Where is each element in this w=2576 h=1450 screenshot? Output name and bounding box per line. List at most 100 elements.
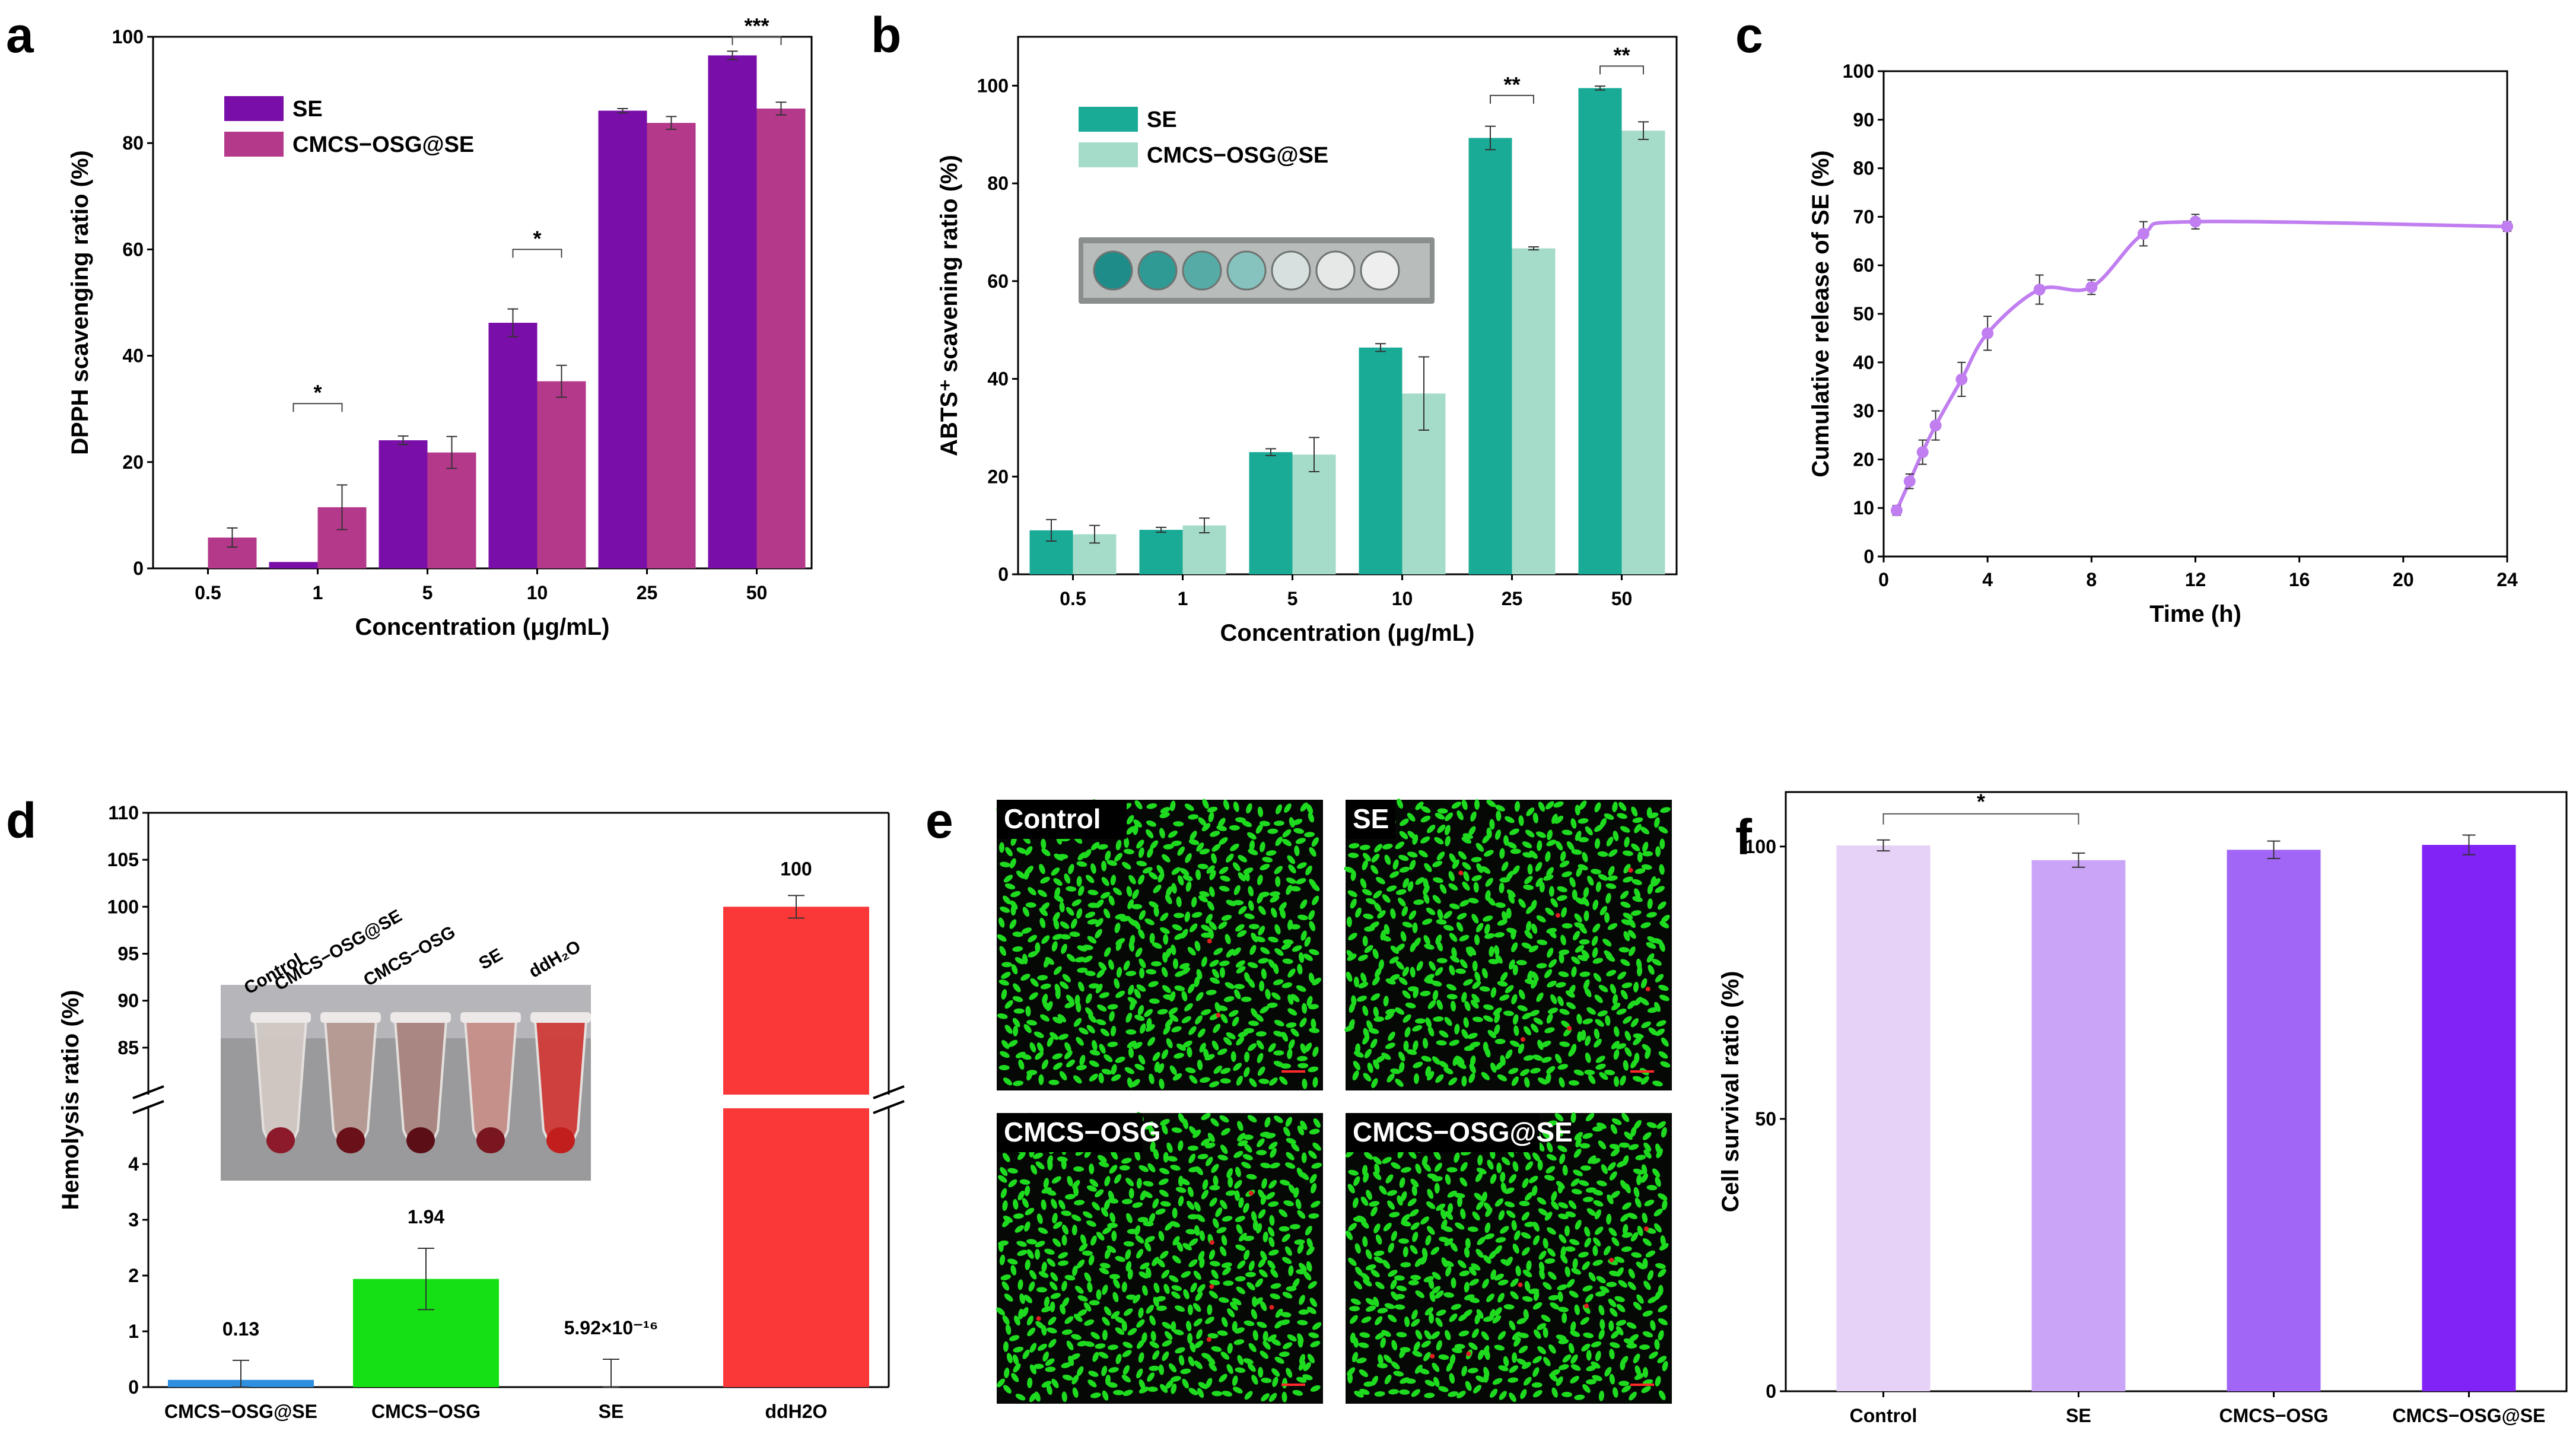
panel-label-f: f bbox=[1735, 809, 1753, 865]
chart-a-significance-bracket bbox=[292, 403, 343, 412]
chart-d-bar-lower-segment bbox=[723, 1108, 869, 1387]
chart-d-inset-tube-pellet bbox=[266, 1127, 295, 1153]
chart-b-ytick-label: 60 bbox=[987, 271, 1009, 292]
chart-d-ytick-label: 100 bbox=[107, 896, 139, 917]
chart-c-release: 0 10 20 30 40 50 60 70 80 90 100 0 4 8 12 16 20 24 Time (h… bbox=[1808, 61, 2518, 627]
panel-e-live-cells bbox=[1344, 798, 1671, 1088]
chart-d-value-label: 5.92×10⁻¹⁶ bbox=[564, 1317, 659, 1338]
chart-c-data-point bbox=[2189, 215, 2202, 228]
chart-a-significance-label: * bbox=[313, 380, 322, 405]
chart-f-xtick-label: Control bbox=[1850, 1405, 1917, 1426]
chart-b-xtick-label: 0.5 bbox=[1060, 588, 1086, 609]
chart-c-xtick-label: 0 bbox=[1878, 569, 1889, 590]
chart-b-bar-cmcs-osg-se bbox=[1621, 131, 1665, 574]
chart-a-bar-cmcs-osg-se bbox=[756, 108, 806, 568]
chart-a-ytick-label: 100 bbox=[112, 26, 144, 47]
chart-a-significance-label: * bbox=[533, 226, 541, 250]
chart-b-xlabel: Concentration (μg/mL) bbox=[1220, 620, 1475, 646]
chart-a-xtick-label: 5 bbox=[422, 582, 433, 603]
chart-b-inset-well bbox=[1226, 250, 1267, 291]
chart-d-inset-tube-cap bbox=[390, 1012, 451, 1023]
chart-f-bar bbox=[2031, 860, 2126, 1391]
chart-a-ylabel: DPPH scavenging ratio (%) bbox=[67, 150, 93, 454]
chart-f-bar bbox=[2422, 845, 2516, 1391]
chart-a-xtick-label: 1 bbox=[313, 582, 323, 603]
chart-b-legend-label: CMCS−OSG@SE bbox=[1147, 143, 1328, 168]
panel-e-dead-cell bbox=[1518, 1282, 1523, 1287]
chart-c-ytick-label: 100 bbox=[1843, 61, 1874, 82]
chart-b-bar-cmcs-osg-se bbox=[1182, 525, 1226, 574]
chart-f-ytick-label: 100 bbox=[1745, 836, 1776, 857]
chart-f-significance-label: * bbox=[1977, 790, 1985, 814]
chart-b-xtick-label: 50 bbox=[1611, 588, 1633, 609]
chart-b-bar-se bbox=[1359, 347, 1403, 574]
chart-f-plot-frame bbox=[1785, 791, 2568, 1392]
chart-a-ytick-label: 40 bbox=[122, 345, 144, 367]
panel-e-live-cells bbox=[1346, 1112, 1669, 1403]
chart-b-xtick-label: 25 bbox=[1502, 588, 1523, 609]
chart-c-xtick-label: 16 bbox=[2289, 569, 2310, 590]
chart-c-xtick-label: 8 bbox=[2086, 569, 2097, 590]
chart-b-bar-se bbox=[1139, 530, 1183, 574]
chart-d-hemolysis: 85 90 95 100 105 110 0 1 2 3 4 0.13 CMCS−OSG@SE 1.94 C… bbox=[58, 802, 905, 1422]
chart-c-ytick-label: 40 bbox=[1853, 352, 1874, 373]
chart-f-significance-bracket bbox=[1882, 813, 2079, 825]
panel-e-label-box bbox=[997, 800, 1127, 839]
chart-a-plot-frame bbox=[152, 36, 813, 570]
chart-d-ytick-label: 95 bbox=[117, 943, 139, 965]
chart-c-data-point bbox=[2085, 281, 2098, 294]
chart-d-axis-break-mark bbox=[132, 1085, 164, 1099]
chart-f-xtick-label: CMCS−OSG@SE bbox=[2393, 1405, 2546, 1426]
chart-d-value-label: 0.13 bbox=[222, 1318, 259, 1340]
panel-e-dead-cell bbox=[1628, 867, 1633, 873]
chart-d-ytick-label: 110 bbox=[108, 802, 139, 823]
chart-d-inset-tube-pellet bbox=[476, 1127, 505, 1153]
chart-b-xtick-label: 1 bbox=[1178, 588, 1188, 609]
chart-c-plot-frame bbox=[1882, 70, 2508, 558]
chart-f-ylabel: Cell survival ratio (%) bbox=[1718, 971, 1744, 1213]
chart-c-ytick-label: 50 bbox=[1853, 303, 1874, 325]
chart-d-axis-break-mark bbox=[873, 1100, 905, 1114]
panel-e-dead-cell bbox=[1583, 1303, 1589, 1309]
chart-f-xtick-label: SE bbox=[2066, 1405, 2091, 1426]
chart-a-bar-se bbox=[488, 323, 538, 568]
chart-c-data-point bbox=[2033, 284, 2046, 296]
chart-c-data-point bbox=[1916, 446, 1929, 459]
chart-b-significance-bracket bbox=[1599, 65, 1644, 75]
chart-d-xtick-label: ddH2O bbox=[765, 1401, 828, 1422]
panel-e-label-box bbox=[997, 1113, 1143, 1152]
chart-c-data-point bbox=[1955, 373, 1968, 386]
chart-b-inset-well bbox=[1271, 250, 1311, 291]
chart-c-ylabel: Cumulative release of SE (%) bbox=[1808, 150, 1834, 477]
panel-e-dead-cell bbox=[1209, 1240, 1214, 1245]
chart-c-xtick-label: 20 bbox=[2393, 569, 2414, 590]
chart-c-data-point bbox=[2501, 220, 2513, 233]
panel-label-c: c bbox=[1735, 7, 1763, 63]
chart-a-bar-cmcs-osg-se bbox=[537, 381, 586, 568]
chart-d-xtick-label: CMCS−OSG bbox=[371, 1401, 481, 1422]
chart-c-xtick-label: 4 bbox=[1982, 569, 1993, 590]
chart-c-data-point bbox=[2137, 228, 2149, 240]
chart-b-bar-se bbox=[1468, 138, 1512, 574]
chart-b-bar-cmcs-osg-se bbox=[1512, 248, 1556, 575]
panel-e-dead-cell bbox=[1521, 1036, 1526, 1042]
chart-b-ytick-label: 100 bbox=[977, 75, 1009, 96]
panel-e-dead-cell bbox=[1609, 1257, 1614, 1263]
chart-d-ytick-label: 105 bbox=[107, 849, 139, 870]
panel-e-dead-cell bbox=[1269, 1305, 1274, 1310]
panel-e-dead-cell bbox=[1206, 1337, 1211, 1342]
panel-e-label: Control bbox=[1004, 803, 1101, 834]
panel-e-label: CMCS−OSG@SE bbox=[1353, 1117, 1573, 1147]
chart-c-xlabel: Time (h) bbox=[2149, 601, 2241, 627]
chart-c-ytick-label: 0 bbox=[1863, 546, 1874, 567]
chart-a-xtick-label: 0.5 bbox=[195, 582, 221, 603]
chart-c-ytick-label: 90 bbox=[1853, 109, 1874, 131]
panel-e-dead-cell bbox=[1466, 1351, 1471, 1356]
chart-a-xtick-label: 10 bbox=[527, 582, 548, 603]
chart-d-inset-tube-label: ddH₂O bbox=[526, 937, 584, 982]
panel-label-e: e bbox=[926, 793, 953, 848]
panel-e-dead-cell bbox=[1458, 870, 1464, 876]
chart-f-bar bbox=[2227, 850, 2321, 1391]
panel-e-dead-cell bbox=[1430, 1353, 1435, 1359]
chart-a-xtick-label: 25 bbox=[637, 582, 658, 603]
